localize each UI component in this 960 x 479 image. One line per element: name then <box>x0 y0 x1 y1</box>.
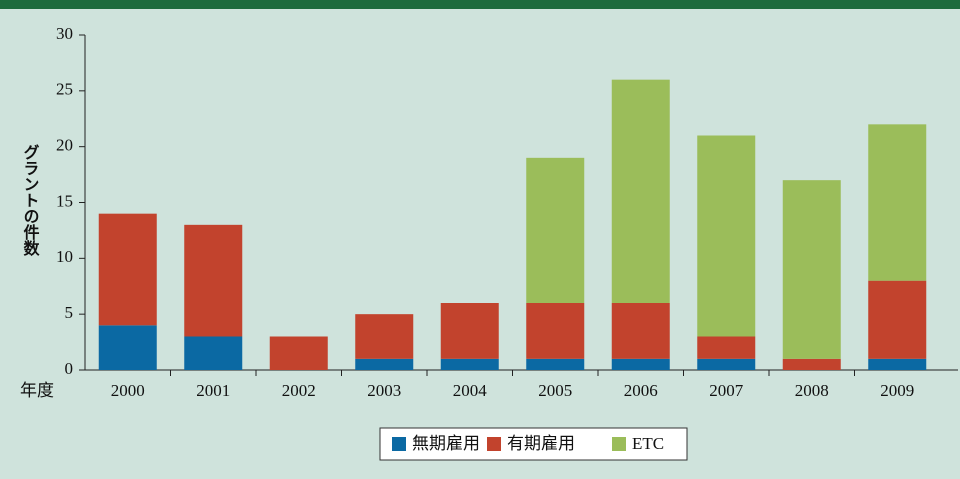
top-band <box>0 0 960 9</box>
bar-segment <box>611 79 670 304</box>
bar-segment <box>184 336 243 370</box>
x-tick-label: 2001 <box>196 381 230 400</box>
bar-segment <box>868 280 927 359</box>
y-tick-label: 30 <box>56 24 73 43</box>
y-tick-label: 0 <box>65 359 74 378</box>
bar-segment <box>526 303 585 359</box>
y-tick-label: 10 <box>56 247 73 266</box>
bar-segment <box>98 213 157 326</box>
bar-segment <box>782 180 841 359</box>
y-tick-label: 25 <box>56 80 73 99</box>
x-tick-label: 2003 <box>367 381 401 400</box>
bar-segment <box>184 224 243 337</box>
legend-label: ETC <box>632 434 664 453</box>
y-axis-label: グラントの件数 <box>21 144 40 257</box>
bar-segment <box>611 358 670 370</box>
x-tick-label: 2007 <box>709 381 744 400</box>
bar-segment <box>611 303 670 359</box>
bar-segment <box>355 314 414 359</box>
x-tick-label: 2008 <box>795 381 829 400</box>
legend-swatch <box>487 437 501 451</box>
x-tick-label: 2005 <box>538 381 572 400</box>
x-tick-label: 2006 <box>624 381 658 400</box>
x-tick-label: 2004 <box>453 381 488 400</box>
bar-segment <box>526 157 585 303</box>
x-tick-label: 2000 <box>111 381 145 400</box>
x-tick-label: 2002 <box>282 381 316 400</box>
bar-segment <box>269 336 328 370</box>
x-axis-label: 年度 <box>20 381 54 400</box>
x-tick-label: 2009 <box>880 381 914 400</box>
legend-label: 有期雇用 <box>507 434 575 453</box>
bar-segment <box>526 358 585 370</box>
bar-segment <box>868 358 927 370</box>
y-tick-label: 15 <box>56 191 73 210</box>
bar-segment <box>355 358 414 370</box>
y-tick-label: 5 <box>65 303 74 322</box>
bar-segment <box>697 336 756 359</box>
legend-swatch <box>392 437 406 451</box>
legend-label: 無期雇用 <box>412 434 480 453</box>
bar-segment <box>440 358 499 370</box>
bar-segment <box>440 303 499 359</box>
bar-segment <box>98 325 157 370</box>
bar-segment <box>697 358 756 370</box>
legend-box <box>379 427 688 461</box>
bar-segment <box>868 124 927 281</box>
legend-swatch <box>612 437 626 451</box>
bar-segment <box>782 358 841 370</box>
bar-segment <box>697 135 756 337</box>
y-tick-label: 20 <box>56 136 73 155</box>
